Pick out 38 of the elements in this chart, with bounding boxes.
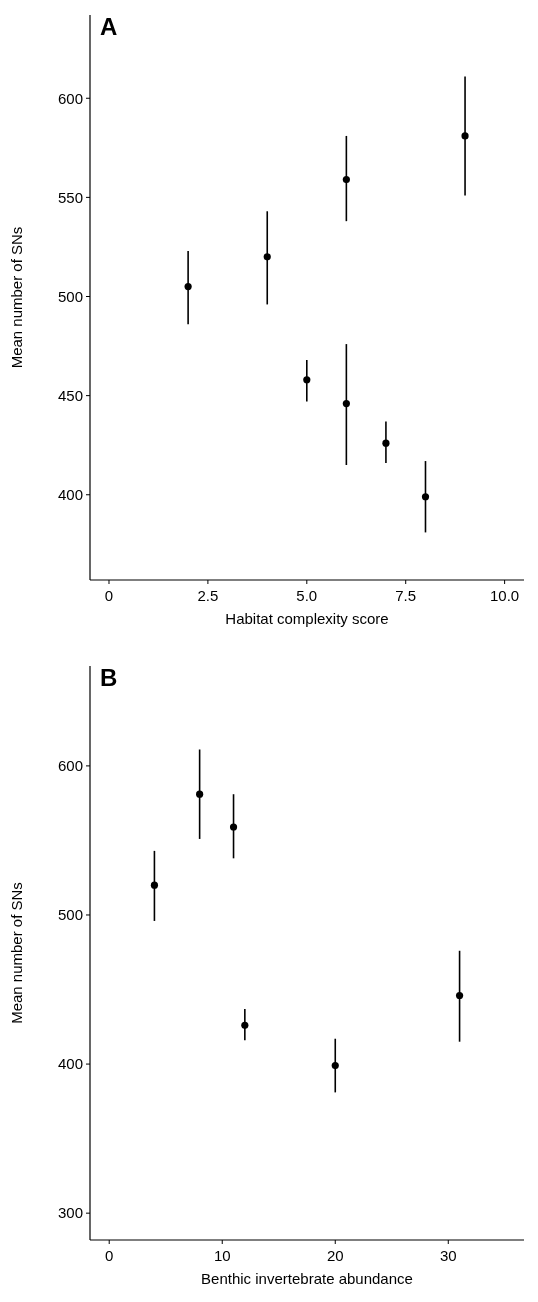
chart-title: A (100, 13, 118, 40)
point (342, 399, 350, 408)
y-tick-label: 600 (57, 757, 83, 775)
point (263, 253, 271, 261)
x-tick-label: 7.5 (395, 587, 417, 604)
y-tick-label: 450 (57, 386, 83, 404)
point (382, 439, 390, 447)
x-tick-label: 5.0 (296, 587, 318, 604)
x-tick-label: 0 (104, 587, 114, 604)
x-tick-label: 20 (326, 1247, 344, 1264)
x-tick-label: 0 (105, 1247, 114, 1264)
x-axis-title: Habitat complexity score (225, 610, 389, 627)
point (455, 991, 464, 1000)
y-tick-label: 500 (57, 906, 83, 924)
y-axis-title: Mean number of SNs (8, 226, 25, 369)
y-tick-label: 500 (57, 287, 83, 305)
point (184, 283, 192, 291)
x-tick-label: 2.5 (197, 587, 219, 604)
x-axis-title: Benthic invertebrate abundance (201, 1270, 413, 1287)
x-tick-label: 10 (213, 1247, 231, 1264)
point (303, 376, 311, 384)
y-tick-label: 550 (57, 188, 83, 206)
y-tick-label: 400 (57, 486, 83, 503)
point (229, 823, 238, 831)
x-tick-label: 10.0 (490, 587, 520, 604)
point (461, 132, 469, 140)
y-tick-label: 600 (57, 89, 83, 107)
x-tick-label: 30 (439, 1247, 457, 1264)
y-tick-label: 300 (57, 1204, 83, 1222)
chart-title: B (100, 664, 118, 691)
point (196, 790, 204, 798)
y-axis-title: Mean number of SNs (8, 882, 25, 1024)
y-tick-label: 400 (57, 1055, 83, 1073)
point (150, 881, 159, 889)
point (342, 175, 350, 184)
point (241, 1021, 249, 1029)
point (421, 493, 430, 501)
point (331, 1061, 339, 1070)
